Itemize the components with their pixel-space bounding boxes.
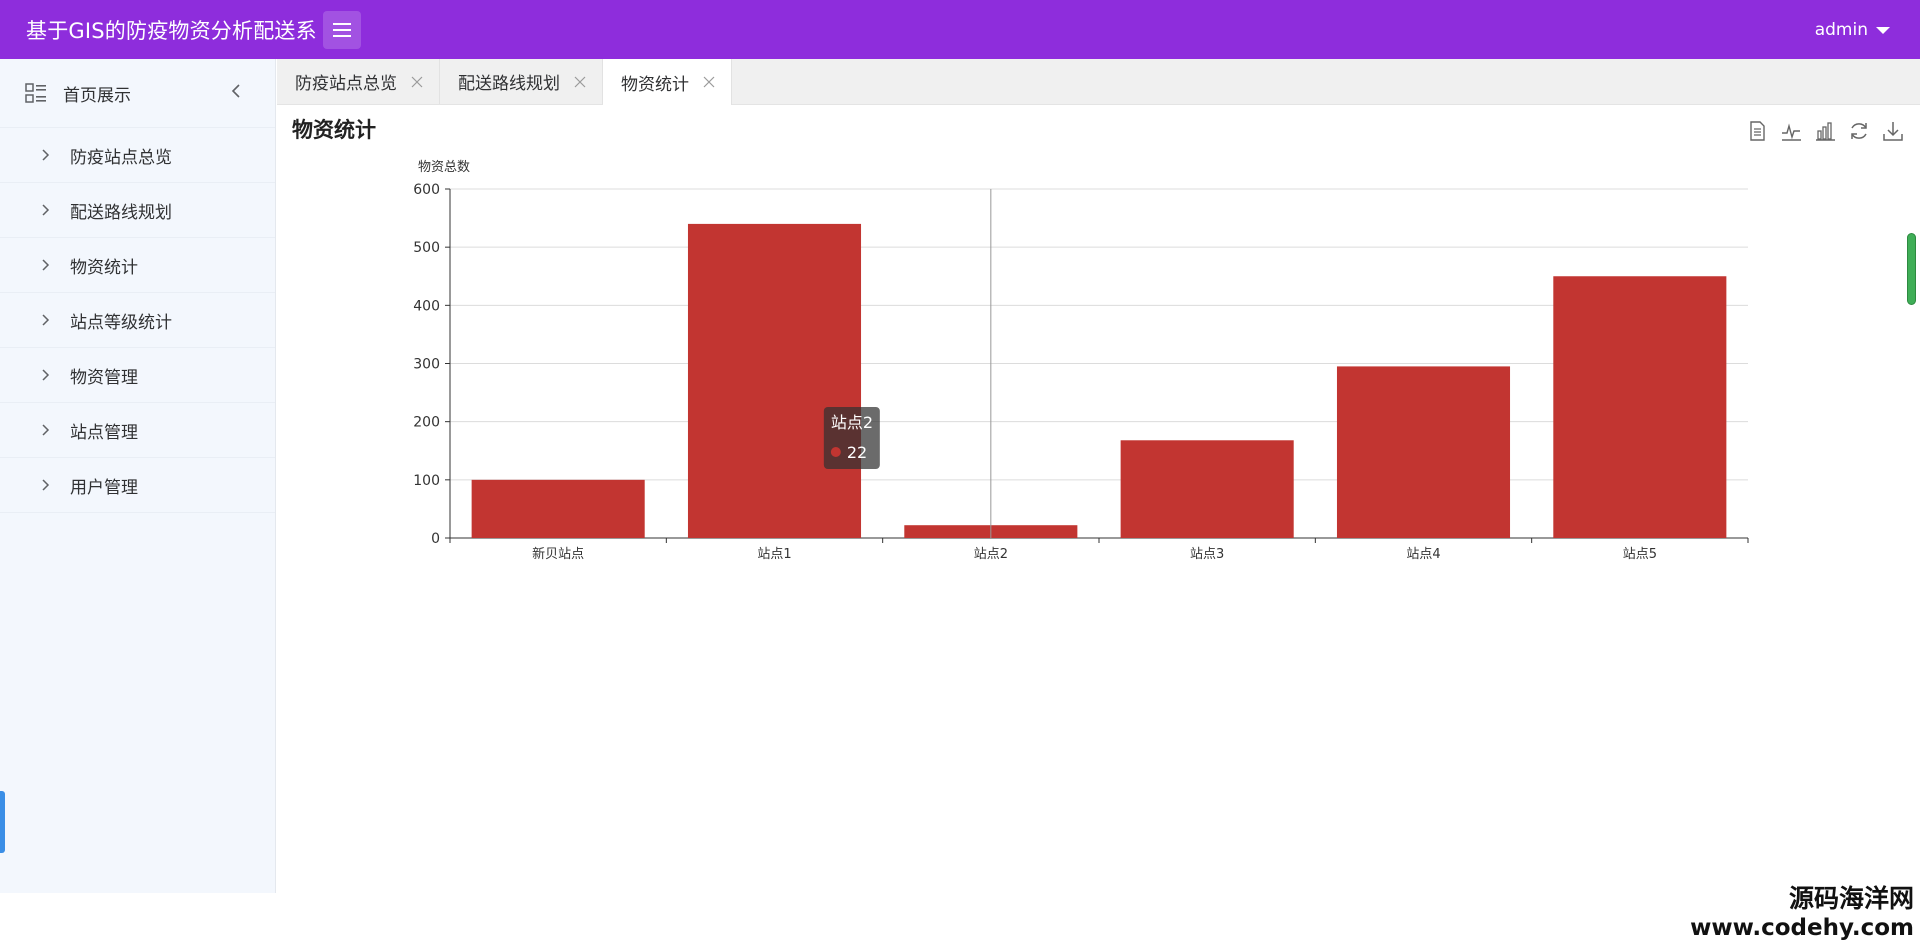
supply-bar-chart: 物资总数 0 100 200 300 400 500 600 新贝站点 站点1 站点2 站点3 站点4 站… [413,160,1749,562]
tab-bar: 防疫站点总览 配送路线规划 物资统计 [277,59,1920,105]
user-menu[interactable]: admin [1815,0,1890,59]
watermark-url: www.codehy.com [1690,915,1914,941]
x-tick-label: 站点2 [974,547,1008,562]
watermark-title: 源码海洋网 [1788,884,1914,913]
chevron-right-icon [42,204,50,216]
sidebar: 首页展示 防疫站点总览 配送路线规划 物资统计 站点等级统计 物资管理 站点管理… [0,59,276,893]
y-tick-label: 200 [413,415,440,431]
tab-label: 防疫站点总览 [295,74,397,94]
bar [1553,276,1727,538]
sidebar-item-label: 站点等级统计 [70,312,172,333]
watermark: 源码海洋网 www.codehy.com [1690,884,1914,942]
y-tick-label: 500 [413,240,440,256]
sidebar-item-label: 物资管理 [70,367,138,388]
sidebar-item-site-level-stats[interactable]: 站点等级统计 [0,293,275,348]
sidebar-item-site-management[interactable]: 站点管理 [0,403,275,458]
x-tick-label: 站点3 [1190,547,1224,562]
line-chart-icon[interactable] [1780,120,1802,142]
close-icon[interactable] [703,76,715,88]
tab-label: 物资统计 [621,74,689,95]
y-tick-label: 300 [413,357,440,373]
hamburger-icon [332,22,351,37]
bar [1120,440,1294,538]
chevron-right-icon [42,479,50,491]
y-tick-label: 400 [413,298,440,314]
data-view-icon[interactable] [1746,120,1768,142]
sidebar-item-site-overview[interactable]: 防疫站点总览 [0,128,275,183]
tooltip-value: 22 [847,443,867,462]
bar [687,223,862,538]
y-tick-label: 100 [413,473,440,489]
tab-label: 配送路线规划 [458,74,560,94]
tab-route-planning[interactable]: 配送路线规划 [440,59,603,104]
bar [1336,366,1511,538]
sidebar-item-supply-management[interactable]: 物资管理 [0,348,275,403]
tab-site-overview[interactable]: 防疫站点总览 [277,59,440,104]
bar [471,479,645,538]
y-tick-label: 0 [431,531,440,547]
chevron-left-icon[interactable] [231,83,241,99]
sidebar-item-route-planning[interactable]: 配送路线规划 [0,183,275,238]
sidebar-root-home[interactable]: 首页展示 [0,59,275,128]
refresh-icon[interactable] [1848,120,1870,142]
sidebar-accent-bar [0,791,5,853]
y-axis-title: 物资总数 [418,160,470,175]
x-tick-label: 站点4 [1406,547,1440,562]
sidebar-item-supply-stats[interactable]: 物资统计 [0,238,275,293]
sidebar-item-user-management[interactable]: 用户管理 [0,458,275,513]
y-tick-label: 600 [413,182,440,198]
bar-chart-icon[interactable] [1814,120,1836,142]
download-icon[interactable] [1882,120,1904,142]
tooltip-marker [830,447,841,457]
top-bar: 基于GIS的防疫物资分析配送系 admin [0,0,1920,59]
sidebar-item-label: 防疫站点总览 [70,147,172,168]
tab-supply-stats[interactable]: 物资统计 [603,59,732,105]
x-tick-label: 新贝站点 [532,546,584,562]
page-title: 物资统计 [292,118,376,142]
page-scrollbar[interactable] [1907,233,1916,305]
close-icon[interactable] [411,76,423,88]
chart-toolbox [1746,120,1904,142]
dashboard-icon [25,83,46,103]
caret-down-icon [1876,27,1890,34]
close-icon[interactable] [574,76,586,88]
x-tick-label: 站点5 [1623,547,1657,562]
chevron-right-icon [42,259,50,271]
tooltip-category: 站点2 [831,413,873,432]
sidebar-item-label: 配送路线规划 [70,202,172,223]
sidebar-root-label: 首页展示 [63,85,131,106]
app-title: 基于GIS的防疫物资分析配送系 [26,18,317,43]
chevron-right-icon [42,424,50,436]
chevron-right-icon [42,314,50,326]
sidebar-item-label: 物资统计 [70,257,138,278]
x-tick-label: 站点1 [757,547,791,562]
chevron-right-icon [42,369,50,381]
chevron-right-icon [42,149,50,161]
username: admin [1814,19,1868,40]
sidebar-item-label: 站点管理 [70,422,138,443]
sidebar-item-label: 用户管理 [70,477,138,498]
menu-toggle-button[interactable] [322,10,361,49]
